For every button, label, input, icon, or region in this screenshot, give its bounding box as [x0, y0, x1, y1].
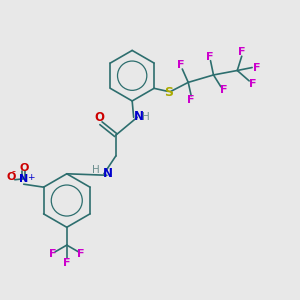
Text: F: F [220, 85, 228, 95]
Text: -: - [12, 167, 16, 176]
Text: N: N [103, 167, 113, 180]
Text: N: N [134, 110, 144, 123]
Text: S: S [164, 86, 173, 99]
Text: O: O [19, 163, 28, 172]
Text: F: F [206, 52, 213, 61]
Text: H: H [92, 165, 100, 175]
Text: F: F [177, 60, 185, 70]
Text: N: N [19, 174, 28, 184]
Text: F: F [238, 47, 245, 57]
Text: H: H [142, 112, 150, 122]
Text: F: F [249, 79, 256, 89]
Text: F: F [253, 62, 261, 73]
Text: O: O [94, 111, 104, 124]
Text: O: O [6, 172, 16, 182]
Text: F: F [63, 258, 70, 268]
Text: F: F [77, 249, 85, 259]
Text: F: F [49, 249, 57, 259]
Text: +: + [27, 173, 34, 182]
Text: F: F [188, 95, 195, 105]
